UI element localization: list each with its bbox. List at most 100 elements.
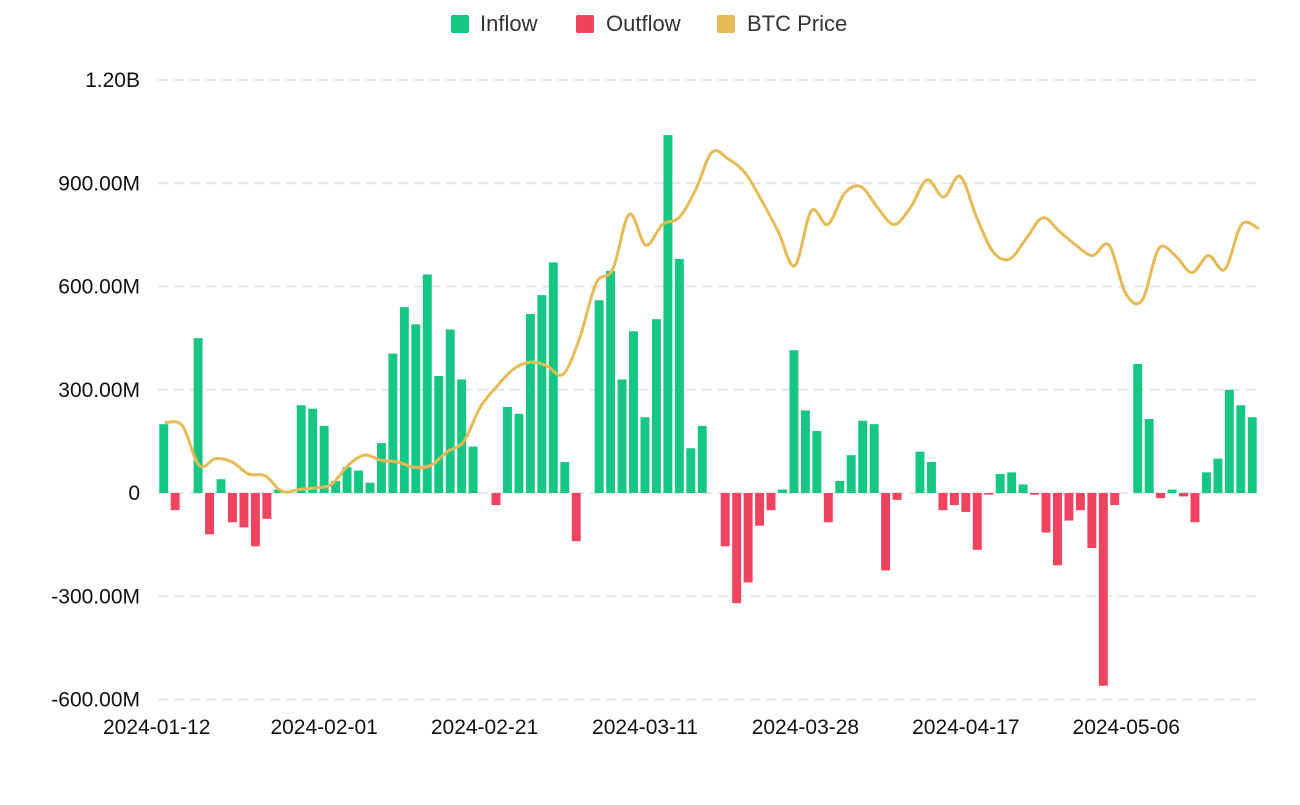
outflow-bar[interactable] [571, 493, 581, 542]
inflow-bar[interactable] [503, 406, 512, 493]
inflow-bar[interactable] [537, 295, 547, 493]
inflow-bar[interactable] [663, 135, 673, 493]
legend-label-btc-price[interactable]: BTC Price [747, 11, 847, 36]
inflow-bar[interactable] [468, 446, 478, 493]
inflow-bar[interactable] [915, 451, 925, 493]
inflow-bar[interactable] [1018, 484, 1028, 493]
inflow-bar[interactable] [1236, 405, 1246, 493]
outflow-bar[interactable] [262, 493, 272, 519]
inflow-bar[interactable] [399, 307, 409, 493]
inflow-bar[interactable] [411, 324, 421, 493]
inflow-bar[interactable] [514, 413, 524, 493]
inflow-bar[interactable] [342, 467, 352, 493]
inflow-bar[interactable] [686, 448, 696, 493]
outflow-bar[interactable] [250, 493, 260, 547]
inflow-bar[interactable] [1201, 472, 1211, 493]
inflow-bar[interactable] [926, 462, 936, 493]
inflow-bar[interactable] [434, 375, 444, 493]
inflow-bar[interactable] [835, 480, 845, 493]
inflow-bar[interactable] [800, 410, 810, 493]
outflow-bar[interactable] [881, 493, 891, 571]
inflow-bar[interactable] [846, 455, 856, 493]
legend-label-inflow[interactable]: Inflow [480, 11, 538, 36]
inflow-bar[interactable] [365, 482, 375, 493]
outflow-bar[interactable] [239, 493, 249, 528]
outflow-bar[interactable] [823, 493, 833, 523]
inflow-bar[interactable] [159, 424, 169, 493]
inflow-bar[interactable] [525, 314, 535, 493]
inflow-bar[interactable] [1007, 472, 1017, 493]
outflow-bar[interactable] [961, 493, 971, 512]
inflow-bar[interactable] [869, 424, 879, 493]
outflow-bar[interactable] [205, 493, 215, 535]
inflow-bar[interactable] [376, 443, 386, 493]
inflow-bar[interactable] [422, 274, 432, 493]
inflow-bar[interactable] [697, 425, 707, 493]
inflow-bar[interactable] [812, 431, 822, 493]
outflow-bar[interactable] [1030, 493, 1040, 495]
inflow-bar[interactable] [1144, 419, 1154, 493]
y-tick-label: 300.00M [58, 379, 140, 402]
legend-label-outflow[interactable]: Outflow [606, 11, 681, 36]
inflow-bar[interactable] [778, 489, 787, 493]
inflow-bar[interactable] [594, 300, 604, 493]
inflow-bar[interactable] [296, 405, 306, 493]
x-tick-label: 2024-01-12 [103, 716, 210, 739]
inflow-bar[interactable] [560, 462, 570, 493]
outflow-bar[interactable] [938, 493, 948, 511]
y-tick-label: -300.00M [51, 585, 140, 608]
outflow-bar[interactable] [892, 493, 902, 500]
inflow-bar[interactable] [651, 319, 661, 493]
inflow-bar[interactable] [995, 474, 1005, 493]
outflow-bar[interactable] [1179, 493, 1188, 497]
outflow-bar[interactable] [755, 493, 765, 526]
inflow-bar[interactable] [216, 479, 226, 493]
inflow-bar[interactable] [548, 262, 558, 493]
inflow-bar[interactable] [858, 420, 868, 493]
inflow-bar[interactable] [640, 417, 650, 493]
inflow-bar[interactable] [457, 379, 467, 493]
inflow-bar[interactable] [308, 408, 318, 493]
outflow-bar[interactable] [1190, 493, 1200, 523]
inflow-bar[interactable] [617, 379, 627, 493]
btc-price-line[interactable] [164, 149, 1260, 494]
inflow-bar[interactable] [1167, 489, 1177, 493]
inflow-bar[interactable] [319, 425, 329, 493]
outflow-bar[interactable] [766, 493, 776, 511]
inflow-bar[interactable] [1213, 458, 1223, 493]
inflow-bar[interactable] [331, 480, 341, 493]
outflow-bar[interactable] [972, 493, 982, 550]
inflow-bar[interactable] [1224, 389, 1234, 493]
outflow-bar[interactable] [491, 493, 501, 506]
inflow-bar[interactable] [789, 350, 799, 493]
inflow-bar[interactable] [674, 258, 684, 493]
outflow-bar[interactable] [228, 493, 237, 523]
outflow-bar[interactable] [1087, 493, 1097, 549]
outflow-bar[interactable] [1075, 493, 1085, 511]
x-tick-label: 2024-02-21 [431, 716, 538, 739]
inflow-bar[interactable] [445, 329, 455, 493]
inflow-bar[interactable] [629, 331, 638, 493]
outflow-bar[interactable] [1053, 493, 1062, 566]
inflow-bar[interactable] [606, 271, 616, 493]
outflow-bar[interactable] [170, 493, 180, 511]
outflow-bar[interactable] [1041, 493, 1051, 533]
outflow-bar[interactable] [743, 493, 753, 583]
inflow-bar[interactable] [1247, 417, 1257, 493]
inflow-bar[interactable] [1133, 363, 1143, 493]
inflow-bar[interactable] [193, 338, 203, 494]
outflow-bar[interactable] [1098, 493, 1108, 686]
inflow-bar[interactable] [354, 470, 363, 493]
outflow-bar[interactable] [1064, 493, 1074, 521]
outflow-bar[interactable] [720, 493, 730, 547]
outflow-bar[interactable] [732, 493, 742, 604]
inflow-bar[interactable] [388, 353, 398, 493]
outflow-bar[interactable] [1156, 493, 1166, 499]
y-tick-label: 900.00M [58, 172, 140, 195]
grid-lines [158, 79, 1258, 701]
outflow-bar[interactable] [984, 493, 994, 495]
outflow-bar[interactable] [949, 493, 959, 506]
outflow-bar[interactable] [1110, 493, 1120, 506]
inflow-bar[interactable] [273, 489, 283, 493]
btc-price-line-layer [164, 149, 1260, 494]
